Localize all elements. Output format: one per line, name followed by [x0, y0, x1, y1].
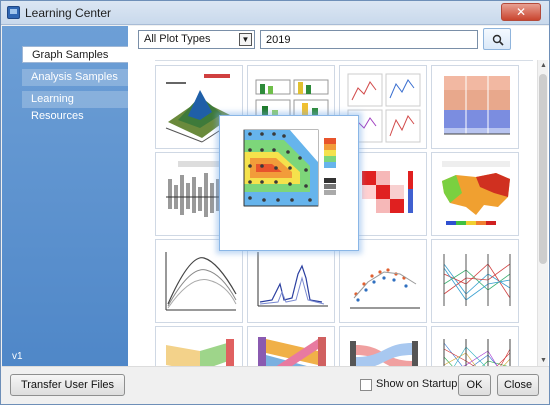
preview-graph-image — [226, 122, 354, 245]
search-input[interactable] — [260, 30, 478, 49]
sidebar-item-graph-samples[interactable]: Graph Samples — [22, 46, 128, 63]
plot-type-selected: All Plot Types — [144, 33, 211, 45]
parallel-coords-graph-image — [436, 244, 514, 318]
hover-preview-popup[interactable] — [219, 115, 359, 251]
sample-thumbnail-spectrum-peaks[interactable] — [247, 239, 335, 323]
parallel-dense-graph-image — [436, 331, 514, 366]
sidebar-item-analysis-samples[interactable]: Analysis Samples — [22, 69, 128, 86]
stacked-area-graph-image — [436, 70, 514, 144]
sample-thumbnail-scatter-line[interactable] — [339, 239, 427, 323]
sample-thumbnail-choropleth-map[interactable] — [431, 152, 519, 236]
show-on-startup-checkbox[interactable] — [360, 379, 372, 391]
sample-thumbnail-line-curves[interactable] — [155, 239, 243, 323]
search-icon — [492, 34, 504, 46]
sidebar-item-learning-resources[interactable]: Learning Resources — [22, 91, 128, 122]
window-close-button[interactable]: ✕ — [501, 3, 541, 21]
sidebar: Graph Samples Analysis Samples Learning … — [2, 26, 128, 366]
line-curves-graph-image — [160, 244, 238, 318]
title-bar: Learning Center ✕ — [1, 1, 549, 25]
sample-thumbnail-parallel-coords[interactable] — [431, 239, 519, 323]
sample-thumbnail-sankey[interactable] — [339, 326, 427, 366]
sample-thumbnail-3d-surface[interactable] — [155, 65, 243, 149]
show-on-startup-label: Show on Startup — [376, 378, 458, 390]
sankey-graph-image — [344, 331, 422, 366]
sample-thumbnail-parallel-sets[interactable] — [155, 326, 243, 366]
scatter-matrix-graph-image — [344, 70, 422, 144]
close-button[interactable]: Close — [497, 374, 539, 396]
search-button[interactable] — [483, 28, 511, 50]
bottom-bar: Transfer User Files Show on Startup OK C… — [2, 366, 549, 404]
main-content: All Plot Types ▼ ▲ ▼ — [128, 26, 549, 366]
chevron-down-icon[interactable]: ▼ — [239, 33, 252, 46]
heatmap-graph-image — [344, 157, 422, 231]
transfer-user-files-button[interactable]: Transfer User Files — [10, 374, 125, 396]
choropleth-map-graph-image — [436, 157, 514, 231]
scrollbar-thumb[interactable] — [539, 74, 547, 264]
scroll-up-icon[interactable]: ▲ — [540, 62, 547, 69]
ok-button[interactable]: OK — [458, 374, 491, 396]
version-label: v1 — [12, 351, 23, 362]
scroll-down-icon[interactable]: ▼ — [540, 357, 547, 364]
3d-surface-graph-image — [160, 70, 238, 144]
sample-thumbnail-stacked-area[interactable] — [431, 65, 519, 149]
scatter-line-graph-image — [344, 244, 422, 318]
sample-thumbnail-parallel-dense[interactable] — [431, 326, 519, 366]
sample-thumbnail-alluvial[interactable] — [247, 326, 335, 366]
spectrum-peaks-graph-image — [252, 244, 330, 318]
gallery-scrollbar[interactable]: ▲ ▼ — [537, 60, 548, 366]
plot-type-dropdown[interactable]: All Plot Types ▼ — [138, 30, 255, 49]
window-title: Learning Center — [25, 6, 112, 20]
alluvial-graph-image — [252, 331, 330, 366]
app-icon — [7, 6, 20, 19]
parallel-sets-graph-image — [160, 331, 238, 366]
